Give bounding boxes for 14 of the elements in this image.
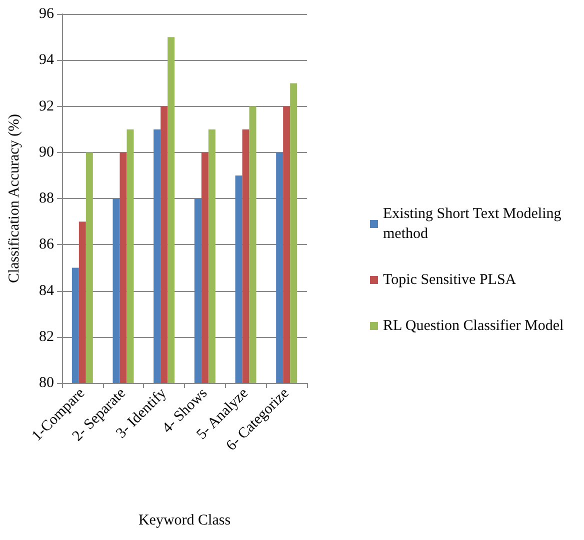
y-tick-label: 88 bbox=[39, 190, 54, 206]
y-axis-title: Classification Accuracy (%) bbox=[6, 114, 22, 284]
y-tick-label: 90 bbox=[39, 144, 54, 160]
legend-label: Existing Short Text Modeling method bbox=[383, 206, 566, 242]
y-tick-label: 82 bbox=[39, 328, 54, 345]
legend-label: Topic Sensitive PLSA bbox=[383, 272, 516, 288]
y-tick-label: 80 bbox=[39, 375, 54, 391]
legend-label: RL Question Classifier Model bbox=[383, 318, 564, 334]
x-axis-title: Keyword Class bbox=[138, 512, 231, 528]
y-tick-label: 94 bbox=[39, 52, 54, 68]
y-tick-label: 96 bbox=[39, 6, 54, 22]
y-tick-label: 86 bbox=[39, 236, 54, 253]
y-tick-label: 92 bbox=[39, 98, 54, 114]
y-tick-label: 84 bbox=[39, 282, 54, 299]
